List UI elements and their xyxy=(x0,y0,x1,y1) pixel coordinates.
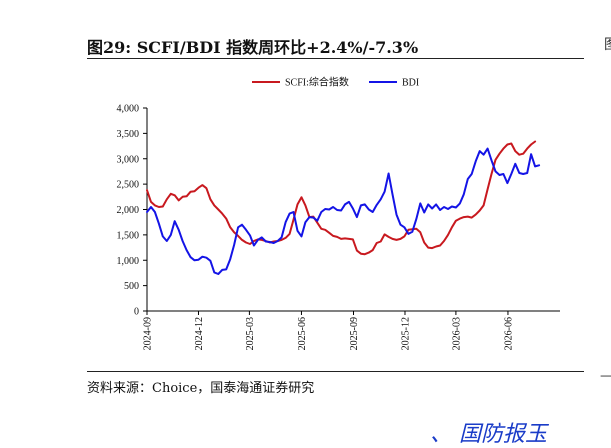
y-tick-label: 3,500 xyxy=(117,129,140,140)
y-tick-label: 2,000 xyxy=(117,205,140,216)
x-tick-label: 2025-09 xyxy=(349,317,360,350)
x-tick-label: 2024-12 xyxy=(194,317,205,350)
series-line-bdi xyxy=(146,147,541,275)
chart-axes: 0 500 1,000 1,500 2,000 2,500 3,000 3,500 4,000 2… xyxy=(117,104,560,350)
y-tick-label: 4,000 xyxy=(117,104,140,115)
figure-title: 图29: SCFI/BDI 指数周环比+2.4%/-7.3% xyxy=(87,38,419,57)
x-tick-label: 2024-09 xyxy=(143,317,154,350)
x-tick-label: 2025-03 xyxy=(245,317,256,350)
title-rule xyxy=(87,58,584,59)
y-tick-label: 0 xyxy=(134,307,139,318)
x-tick-label: 2025-06 xyxy=(297,317,308,350)
y-tick-label: 3,000 xyxy=(117,154,140,165)
chart-series xyxy=(146,140,541,275)
y-tick-label: 2,500 xyxy=(117,180,140,191)
x-tick-label: 2026-03 xyxy=(451,317,462,350)
line-chart: SCFI:综合指数 BDI 0 500 1,000 1,500 2,000 2,500 3,0… xyxy=(117,76,560,350)
bottom-partial-text: 、 国防报玉 xyxy=(430,422,547,447)
x-tick-label: 2026-06 xyxy=(503,317,514,350)
source-note: 资料来源：Choice，国泰海通证券研究 xyxy=(87,381,315,396)
legend-label-scfi: SCFI:综合指数 xyxy=(285,76,349,89)
y-tick-label: 500 xyxy=(124,281,139,292)
x-tick-label: 2025-12 xyxy=(400,317,411,350)
source-rule xyxy=(87,371,584,372)
series-line-scfi xyxy=(146,140,537,256)
legend: SCFI:综合指数 BDI xyxy=(252,76,419,89)
y-tick-label: 1,000 xyxy=(117,256,140,267)
y-tick-label: 1,500 xyxy=(117,230,140,241)
right-edge-glyph-bottom: — xyxy=(600,368,611,384)
legend-label-bdi: BDI xyxy=(402,78,419,89)
right-edge-glyph: 图 xyxy=(604,34,611,54)
